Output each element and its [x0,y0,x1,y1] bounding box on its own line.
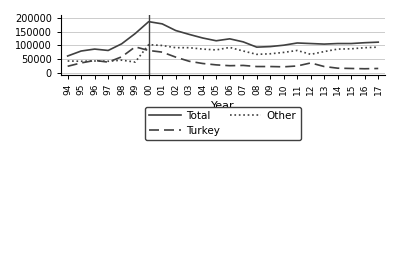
Other [119,59,124,62]
Line: Other: Other [68,45,378,62]
Total [227,37,232,40]
Total [241,40,246,44]
Turkey [146,49,151,52]
Other [160,44,164,47]
Turkey [268,65,273,68]
Total [119,42,124,46]
Other [133,60,138,64]
Total [187,33,192,36]
Other [79,60,84,63]
Total [200,36,205,40]
Turkey [119,55,124,59]
Total [335,42,340,45]
Turkey [227,64,232,67]
Turkey [376,67,381,70]
Other [173,46,178,49]
X-axis label: Year: Year [211,101,235,111]
Other [214,48,218,51]
Legend: Total, Turkey, Other: Total, Turkey, Other [145,107,300,140]
Total [281,44,286,47]
Turkey [65,64,70,68]
Total [376,41,381,44]
Turkey [79,61,84,64]
Turkey [133,45,138,49]
Other [335,47,340,51]
Other [200,47,205,51]
Turkey [160,50,164,54]
Turkey [335,67,340,70]
Other [295,49,300,52]
Total [92,47,97,51]
Total [106,49,110,52]
Turkey [214,63,218,66]
Total [65,54,70,58]
Total [268,45,273,48]
Other [187,46,192,49]
Other [65,59,70,63]
Total [214,39,218,42]
Total [173,29,178,32]
Other [376,46,381,49]
Turkey [308,61,313,64]
Turkey [92,59,97,62]
Other [106,60,110,63]
Total [79,49,84,53]
Line: Turkey: Turkey [68,47,378,69]
Total [322,43,327,46]
Other [281,51,286,54]
Turkey [362,67,367,70]
Other [227,46,232,49]
Turkey [241,64,246,67]
Turkey [254,65,259,68]
Total [160,22,164,25]
Other [362,46,367,49]
Total [362,41,367,44]
Total [254,46,259,49]
Total [146,20,151,23]
Turkey [322,65,327,68]
Other [254,53,259,56]
Turkey [173,56,178,59]
Other [322,50,327,53]
Other [92,59,97,63]
Total [295,41,300,45]
Turkey [349,67,354,70]
Turkey [200,62,205,65]
Turkey [106,60,110,64]
Other [146,43,151,46]
Total [133,32,138,35]
Line: Total: Total [68,22,378,56]
Turkey [187,60,192,63]
Other [308,53,313,56]
Turkey [295,64,300,67]
Total [308,42,313,45]
Turkey [281,65,286,69]
Other [349,47,354,50]
Total [349,42,354,45]
Other [268,52,273,55]
Other [241,49,246,53]
